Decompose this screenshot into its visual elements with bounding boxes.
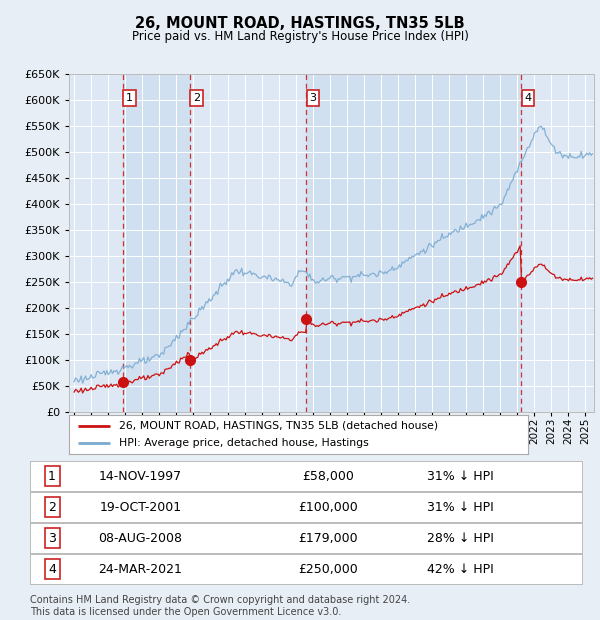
Text: 19-OCT-2001: 19-OCT-2001 <box>100 501 181 513</box>
Bar <box>306 74 521 412</box>
Text: 4: 4 <box>48 563 56 575</box>
Text: 26, MOUNT ROAD, HASTINGS, TN35 5LB (detached house): 26, MOUNT ROAD, HASTINGS, TN35 5LB (deta… <box>119 421 439 431</box>
Text: Contains HM Land Registry data © Crown copyright and database right 2024.
This d: Contains HM Land Registry data © Crown c… <box>30 595 410 617</box>
Text: 24-MAR-2021: 24-MAR-2021 <box>98 563 182 575</box>
Text: £58,000: £58,000 <box>302 470 354 482</box>
Text: 31% ↓ HPI: 31% ↓ HPI <box>427 501 494 513</box>
Text: 42% ↓ HPI: 42% ↓ HPI <box>427 563 494 575</box>
Text: 1: 1 <box>48 470 56 482</box>
Text: £179,000: £179,000 <box>298 532 358 544</box>
Text: £250,000: £250,000 <box>298 563 358 575</box>
Text: 4: 4 <box>524 93 532 103</box>
Text: Price paid vs. HM Land Registry's House Price Index (HPI): Price paid vs. HM Land Registry's House … <box>131 30 469 43</box>
Text: 14-NOV-1997: 14-NOV-1997 <box>99 470 182 482</box>
Text: 1: 1 <box>126 93 133 103</box>
Text: 2: 2 <box>193 93 200 103</box>
Text: 3: 3 <box>48 532 56 544</box>
Text: 3: 3 <box>310 93 316 103</box>
Text: HPI: Average price, detached house, Hastings: HPI: Average price, detached house, Hast… <box>119 438 369 448</box>
Text: 26, MOUNT ROAD, HASTINGS, TN35 5LB: 26, MOUNT ROAD, HASTINGS, TN35 5LB <box>135 16 465 30</box>
Text: 08-AUG-2008: 08-AUG-2008 <box>98 532 182 544</box>
Text: £100,000: £100,000 <box>298 501 358 513</box>
Text: 31% ↓ HPI: 31% ↓ HPI <box>427 470 494 482</box>
Text: 2: 2 <box>48 501 56 513</box>
Bar <box>123 74 190 412</box>
Text: 28% ↓ HPI: 28% ↓ HPI <box>427 532 494 544</box>
